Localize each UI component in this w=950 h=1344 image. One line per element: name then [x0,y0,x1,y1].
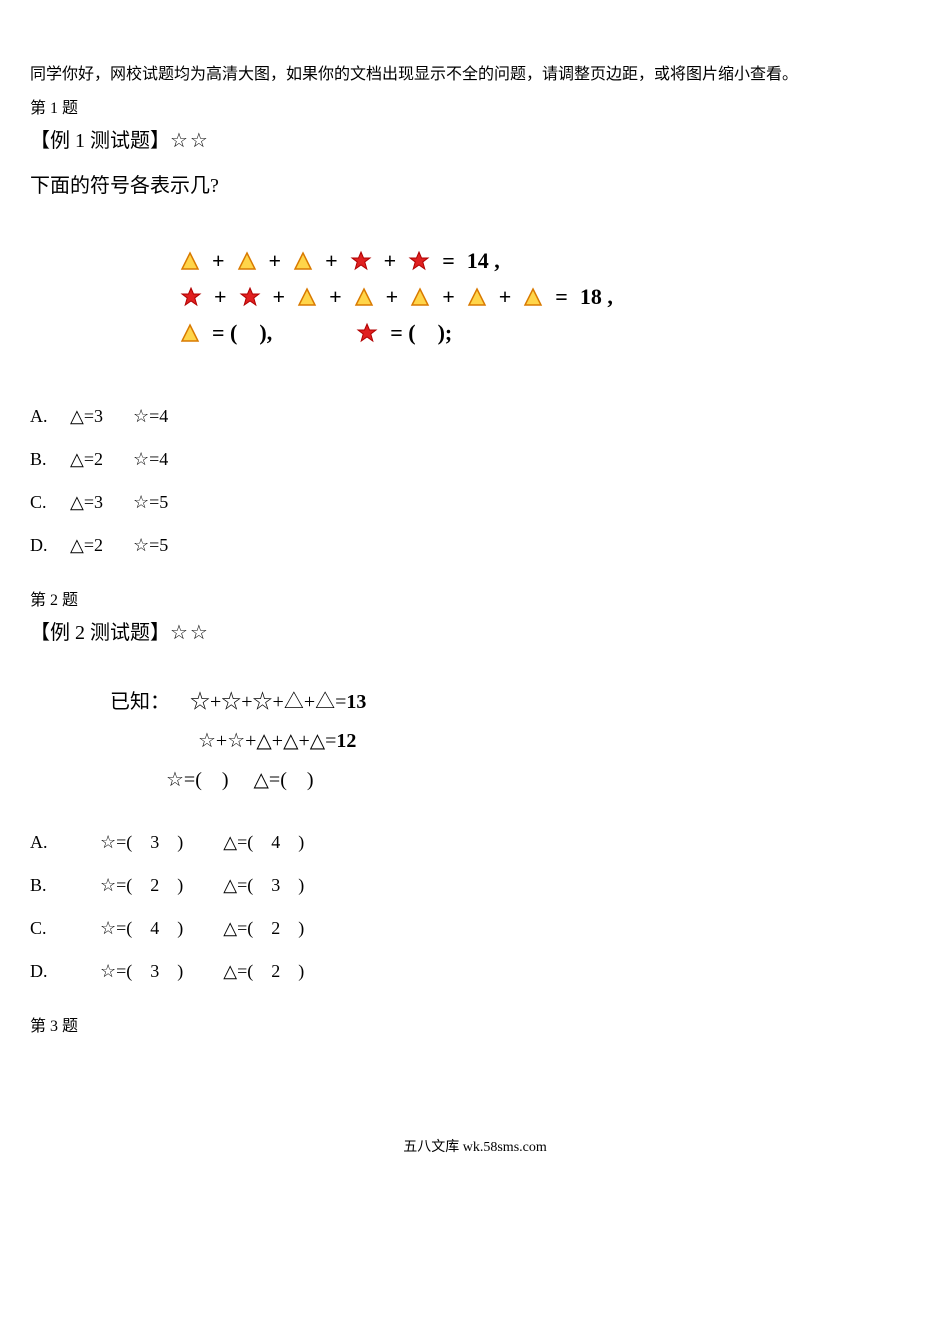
option-letter: D. [30,961,100,982]
option-letter: D. [30,535,70,556]
triangle-icon [410,287,430,307]
triangle-icon [523,287,543,307]
q1-title: 【例 1 测试题】☆☆ [30,124,920,153]
triangle-icon [180,323,200,343]
option-tri: △=( 2 ) [223,918,304,939]
q2-line3-tri: △=( ) [254,769,314,791]
star-icon [350,250,372,272]
option-tri: △=( 2 ) [223,961,304,982]
q1-eq-line3: = ( ), = ( ); [180,320,920,346]
star-icon [408,250,430,272]
q1-eq3-right: = ( ); [390,320,452,346]
q2-options: A. ☆=( 3 ) △=( 4 ) B. ☆=( 2 ) △=( 3 ) C.… [30,832,920,982]
option-star: ☆=( 3 ) [100,961,183,982]
q2-title: 【例 2 测试题】☆☆ [30,616,920,645]
option-letter: C. [30,492,70,513]
option-tri: △=2 [70,449,103,470]
star-icon [356,322,378,344]
q2-title-prefix: 【例 2 测试题】 [30,622,170,644]
q1-eq-line1: + + + + = 14 , [180,248,920,274]
q1-eq-line2: + + + + + + = 18 , [180,284,920,310]
plus-sign: + [329,284,342,310]
q2-line3-star: ☆=( ) [166,769,229,791]
option-letter: A. [30,832,100,853]
q3-number: 第 3 题 [30,1012,920,1036]
q1-eq2-value: 18 , [580,284,613,310]
q2-given-block: 已知： ☆+☆+☆+△+△=13 ☆+☆+△+△+△=12 ☆=( ) △=( … [110,685,920,792]
q2-option-c[interactable]: C. ☆=( 4 ) △=( 2 ) [30,918,920,939]
q2-line2-val: 12 [336,730,356,752]
q2-option-b[interactable]: B. ☆=( 2 ) △=( 3 ) [30,875,920,896]
q1-title-stars: ☆☆ [170,130,210,152]
option-star: ☆=( 2 ) [100,875,183,896]
q2-number: 第 2 题 [30,586,920,610]
q2-line1-expr: ☆+☆+☆+△+△= [190,691,346,713]
option-letter: C. [30,918,100,939]
q1-prompt: 下面的符号各表示几? [30,169,920,198]
q2-title-stars: ☆☆ [170,622,210,644]
option-star: ☆=( 3 ) [100,832,183,853]
option-star: ☆=5 [133,492,168,513]
option-letter: B. [30,875,100,896]
option-letter: A. [30,406,70,427]
option-tri: △=3 [70,492,103,513]
option-star: ☆=4 [133,449,168,470]
q2-line2-expr: ☆+☆+△+△+△= [198,730,336,752]
triangle-icon [180,251,200,271]
star-icon [239,286,261,308]
q1-options: A. △=3 ☆=4 B. △=2 ☆=4 C. △=3 ☆=5 D. △=2 [30,406,920,556]
plus-sign: + [212,248,225,274]
option-tri: △=2 [70,535,103,556]
plus-sign: + [384,248,397,274]
triangle-icon [467,287,487,307]
q2-line1-val: 13 [346,691,366,713]
option-tri: △=( 3 ) [223,875,304,896]
q2-option-d[interactable]: D. ☆=( 3 ) △=( 2 ) [30,961,920,982]
q2-option-a[interactable]: A. ☆=( 3 ) △=( 4 ) [30,832,920,853]
q2-line3: ☆=( ) △=( ) [166,767,920,792]
option-letter: B. [30,449,70,470]
option-tri: △=( 4 ) [223,832,304,853]
plus-sign: + [269,248,282,274]
q1-number: 第 1 题 [30,94,920,118]
equals-sign: = [555,284,568,310]
star-icon [180,286,202,308]
triangle-icon [354,287,374,307]
q2-line2: ☆+☆+△+△+△=12 [198,728,920,753]
q1-equations: + + + + = 14 , + [180,248,920,346]
plus-sign: + [499,284,512,310]
option-star: ☆=4 [133,406,168,427]
triangle-icon [237,251,257,271]
q2-given-label: 已知： [110,691,170,713]
plus-sign: + [214,284,227,310]
q1-eq3-left: = ( ), [212,320,272,346]
document-page: 同学你好，网校试题均为高清大图，如果你的文档出现显示不全的问题，请调整页边距，或… [0,0,950,1216]
plus-sign: + [325,248,338,274]
q2-line1: 已知： ☆+☆+☆+△+△=13 [110,685,920,714]
q1-eq1-value: 14 , [467,248,500,274]
plus-sign: + [442,284,455,310]
option-star: ☆=5 [133,535,168,556]
plus-sign: + [273,284,286,310]
intro-text: 同学你好，网校试题均为高清大图，如果你的文档出现显示不全的问题，请调整页边距，或… [30,60,920,84]
page-footer: 五八文库 wk.58sms.com [30,1136,920,1176]
q1-option-b[interactable]: B. △=2 ☆=4 [30,449,920,470]
q1-title-prefix: 【例 1 测试题】 [30,130,170,152]
equals-sign: = [442,248,455,274]
q1-option-d[interactable]: D. △=2 ☆=5 [30,535,920,556]
plus-sign: + [386,284,399,310]
q1-option-c[interactable]: C. △=3 ☆=5 [30,492,920,513]
triangle-icon [297,287,317,307]
q1-option-a[interactable]: A. △=3 ☆=4 [30,406,920,427]
triangle-icon [293,251,313,271]
option-tri: △=3 [70,406,103,427]
option-star: ☆=( 4 ) [100,918,183,939]
